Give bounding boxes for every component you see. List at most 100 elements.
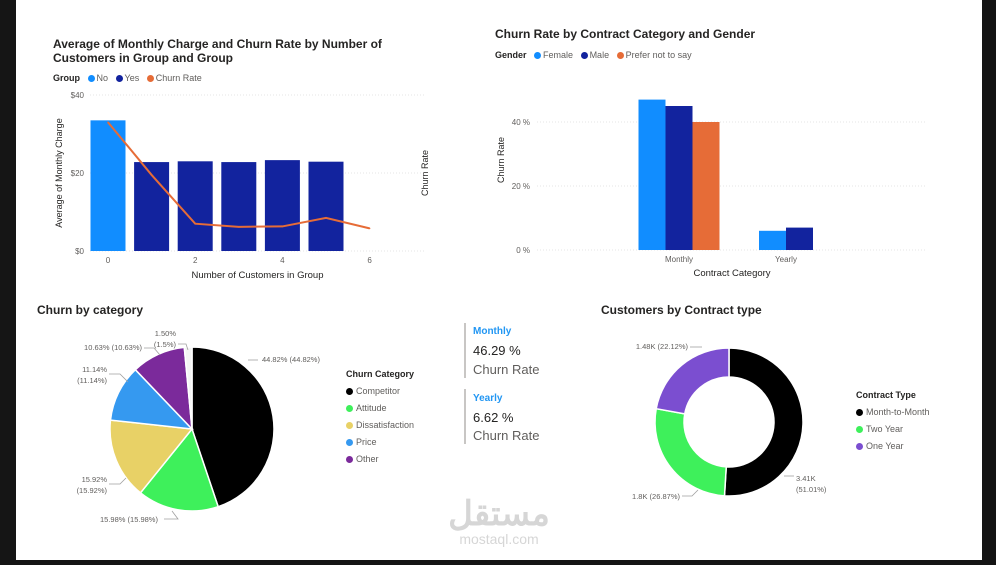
left-frame bbox=[0, 0, 16, 565]
donut-leader-line bbox=[682, 489, 699, 497]
donut-data-label: 1.48K (22.12%) bbox=[636, 342, 689, 351]
pie-leader-line bbox=[144, 347, 161, 356]
combo-chart-title: Average of Monthly Charge and Churn Rate… bbox=[53, 37, 382, 65]
legend-competitor[interactable]: Competitor bbox=[346, 386, 414, 396]
donut-chart-title: Customers by Contract type bbox=[601, 303, 762, 317]
month-to-month-dot-icon bbox=[856, 409, 863, 417]
donut-slice-one-year bbox=[655, 347, 730, 415]
dissatisfaction-dot-icon bbox=[346, 422, 353, 430]
y-tick: 40 % bbox=[512, 118, 530, 127]
x-tick: Yearly bbox=[775, 255, 797, 264]
legend-no-icon bbox=[87, 75, 95, 83]
churn-rate-point bbox=[194, 222, 196, 225]
pie-legend[interactable]: Churn Category Competitor Attitude Dissa… bbox=[346, 369, 414, 464]
donut-data-label: 3.41K bbox=[796, 474, 816, 483]
pie-leader-line bbox=[164, 510, 179, 520]
bar-yes-2 bbox=[177, 161, 213, 251]
legend-yes-label: Yes bbox=[124, 73, 140, 83]
legend-attitude-label: Attitude bbox=[356, 403, 387, 413]
yearly-churn-card: Yearly 6.62 % Churn Rate bbox=[464, 389, 564, 444]
monthly-card-category: Monthly bbox=[473, 326, 512, 337]
x-tick: 0 bbox=[106, 256, 111, 265]
donut-slice-two-year bbox=[654, 407, 728, 497]
price-dot-icon bbox=[346, 439, 353, 447]
donut-slice-month-to-month bbox=[723, 347, 804, 497]
y-left-tick: $20 bbox=[71, 169, 85, 178]
legend-two-year[interactable]: Two Year bbox=[856, 424, 930, 434]
pie-leader-line bbox=[109, 373, 129, 383]
x-tick: Monthly bbox=[665, 255, 693, 264]
legend-female-icon bbox=[534, 52, 542, 60]
pie-data-label: (11.14%) bbox=[77, 376, 107, 385]
combo-legend[interactable]: Group No Yes Churn Rate bbox=[53, 73, 202, 83]
bar-no-0 bbox=[90, 120, 126, 251]
gender-chart-title: Churn Rate by Contract Category and Gend… bbox=[495, 27, 756, 41]
pie-data-label: 44.82% (44.82%) bbox=[262, 355, 320, 364]
legend-female-label: Female bbox=[543, 50, 574, 60]
x-tick: 6 bbox=[367, 256, 372, 265]
bar-prefer-not-to-say-monthly bbox=[692, 122, 720, 250]
legend-other[interactable]: Other bbox=[346, 454, 414, 464]
legend-month-to-month[interactable]: Month-to-Month bbox=[856, 407, 930, 417]
competitor-dot-icon bbox=[346, 388, 353, 396]
pie-data-label: 1.50% bbox=[155, 329, 177, 338]
bar-yes-4 bbox=[264, 160, 300, 251]
yearly-card-value: 6.62 % bbox=[473, 410, 514, 425]
pie-slice-competitor bbox=[191, 346, 275, 508]
right-frame bbox=[982, 0, 996, 565]
gender-legend[interactable]: Gender Female Male Prefer not to say bbox=[495, 50, 692, 60]
pie-leader-line bbox=[178, 343, 189, 351]
combo-legend-title: Group bbox=[53, 73, 80, 83]
churn-rate-point bbox=[368, 227, 371, 230]
legend-other-label: Other bbox=[356, 454, 379, 464]
legend-churn-rate-icon bbox=[146, 75, 154, 83]
pie-data-label: 11.14% bbox=[82, 365, 107, 374]
legend-price[interactable]: Price bbox=[346, 437, 414, 447]
bottom-frame bbox=[0, 560, 996, 565]
bar-male-yearly bbox=[786, 227, 813, 250]
churn-rate-point bbox=[238, 226, 240, 228]
legend-one-year[interactable]: One Year bbox=[856, 441, 930, 451]
donut-data-label: 1.8K (26.87%) bbox=[632, 492, 680, 501]
pie-data-label: 15.92% bbox=[82, 475, 108, 484]
pie-slice-attitude bbox=[139, 427, 220, 512]
watermark-arabic: مستقل bbox=[448, 495, 550, 533]
pie-leader-line bbox=[109, 477, 127, 485]
bar-female-yearly bbox=[759, 230, 786, 250]
churn-rate-point bbox=[325, 217, 327, 219]
monthly-card-value: 46.29 % bbox=[473, 343, 521, 358]
pie-data-label: 15.98% (15.98%) bbox=[100, 515, 158, 524]
legend-one-year-label: One Year bbox=[866, 441, 904, 451]
y-left-axis-label: Average of Monthly Charge bbox=[54, 118, 64, 227]
churn-rate-point bbox=[150, 174, 153, 176]
y-left-tick: $0 bbox=[75, 247, 84, 256]
pie-slice-dissatisfaction bbox=[109, 419, 194, 494]
pie-data-label: (15.92%) bbox=[77, 486, 108, 495]
legend-dissatisfaction[interactable]: Dissatisfaction bbox=[346, 420, 414, 430]
bar-yes-3 bbox=[221, 162, 257, 251]
pie-chart[interactable]: 44.82% (44.82%) 15.98% (15.98%) 15.92% (15.… bbox=[60, 322, 350, 532]
legend-two-year-label: Two Year bbox=[866, 424, 904, 434]
legend-male-icon bbox=[580, 52, 588, 60]
yearly-card-label: Churn Rate bbox=[473, 428, 540, 443]
donut-legend[interactable]: Contract Type Month-to-Month Two Year On… bbox=[856, 390, 930, 451]
legend-attitude[interactable]: Attitude bbox=[346, 403, 414, 413]
x-tick: 4 bbox=[280, 256, 285, 265]
bar-yes-5 bbox=[308, 161, 344, 251]
gender-chart[interactable]: 40 % 20 % 0 % Monthly Yearly Contract Categor… bbox=[490, 90, 940, 280]
pie-legend-title: Churn Category bbox=[346, 369, 415, 379]
x-axis-label: Number of Customers in Group bbox=[192, 270, 324, 280]
y-right-axis-label: Churn Rate bbox=[420, 150, 430, 196]
attitude-dot-icon bbox=[346, 405, 353, 413]
donut-chart[interactable]: 3.41K (51.01%) 1.8K (26.87%) 1.48K (22.12%) bbox=[620, 335, 850, 510]
y-left-tick: $40 bbox=[71, 91, 85, 100]
watermark: مستقل mostaql.com bbox=[438, 496, 560, 546]
gender-legend-title: Gender bbox=[495, 50, 527, 60]
legend-churn-rate-label: Churn Rate bbox=[155, 73, 202, 83]
legend-male-label: Male bbox=[589, 50, 610, 60]
y-tick: 20 % bbox=[512, 182, 530, 191]
other-dot-icon bbox=[346, 456, 353, 464]
legend-month-to-month-label: Month-to-Month bbox=[866, 407, 930, 417]
legend-yes-icon bbox=[115, 75, 123, 83]
